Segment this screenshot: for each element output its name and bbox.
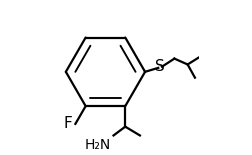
Text: H₂N: H₂N bbox=[85, 138, 111, 152]
Text: F: F bbox=[64, 116, 72, 131]
Text: S: S bbox=[155, 59, 165, 74]
